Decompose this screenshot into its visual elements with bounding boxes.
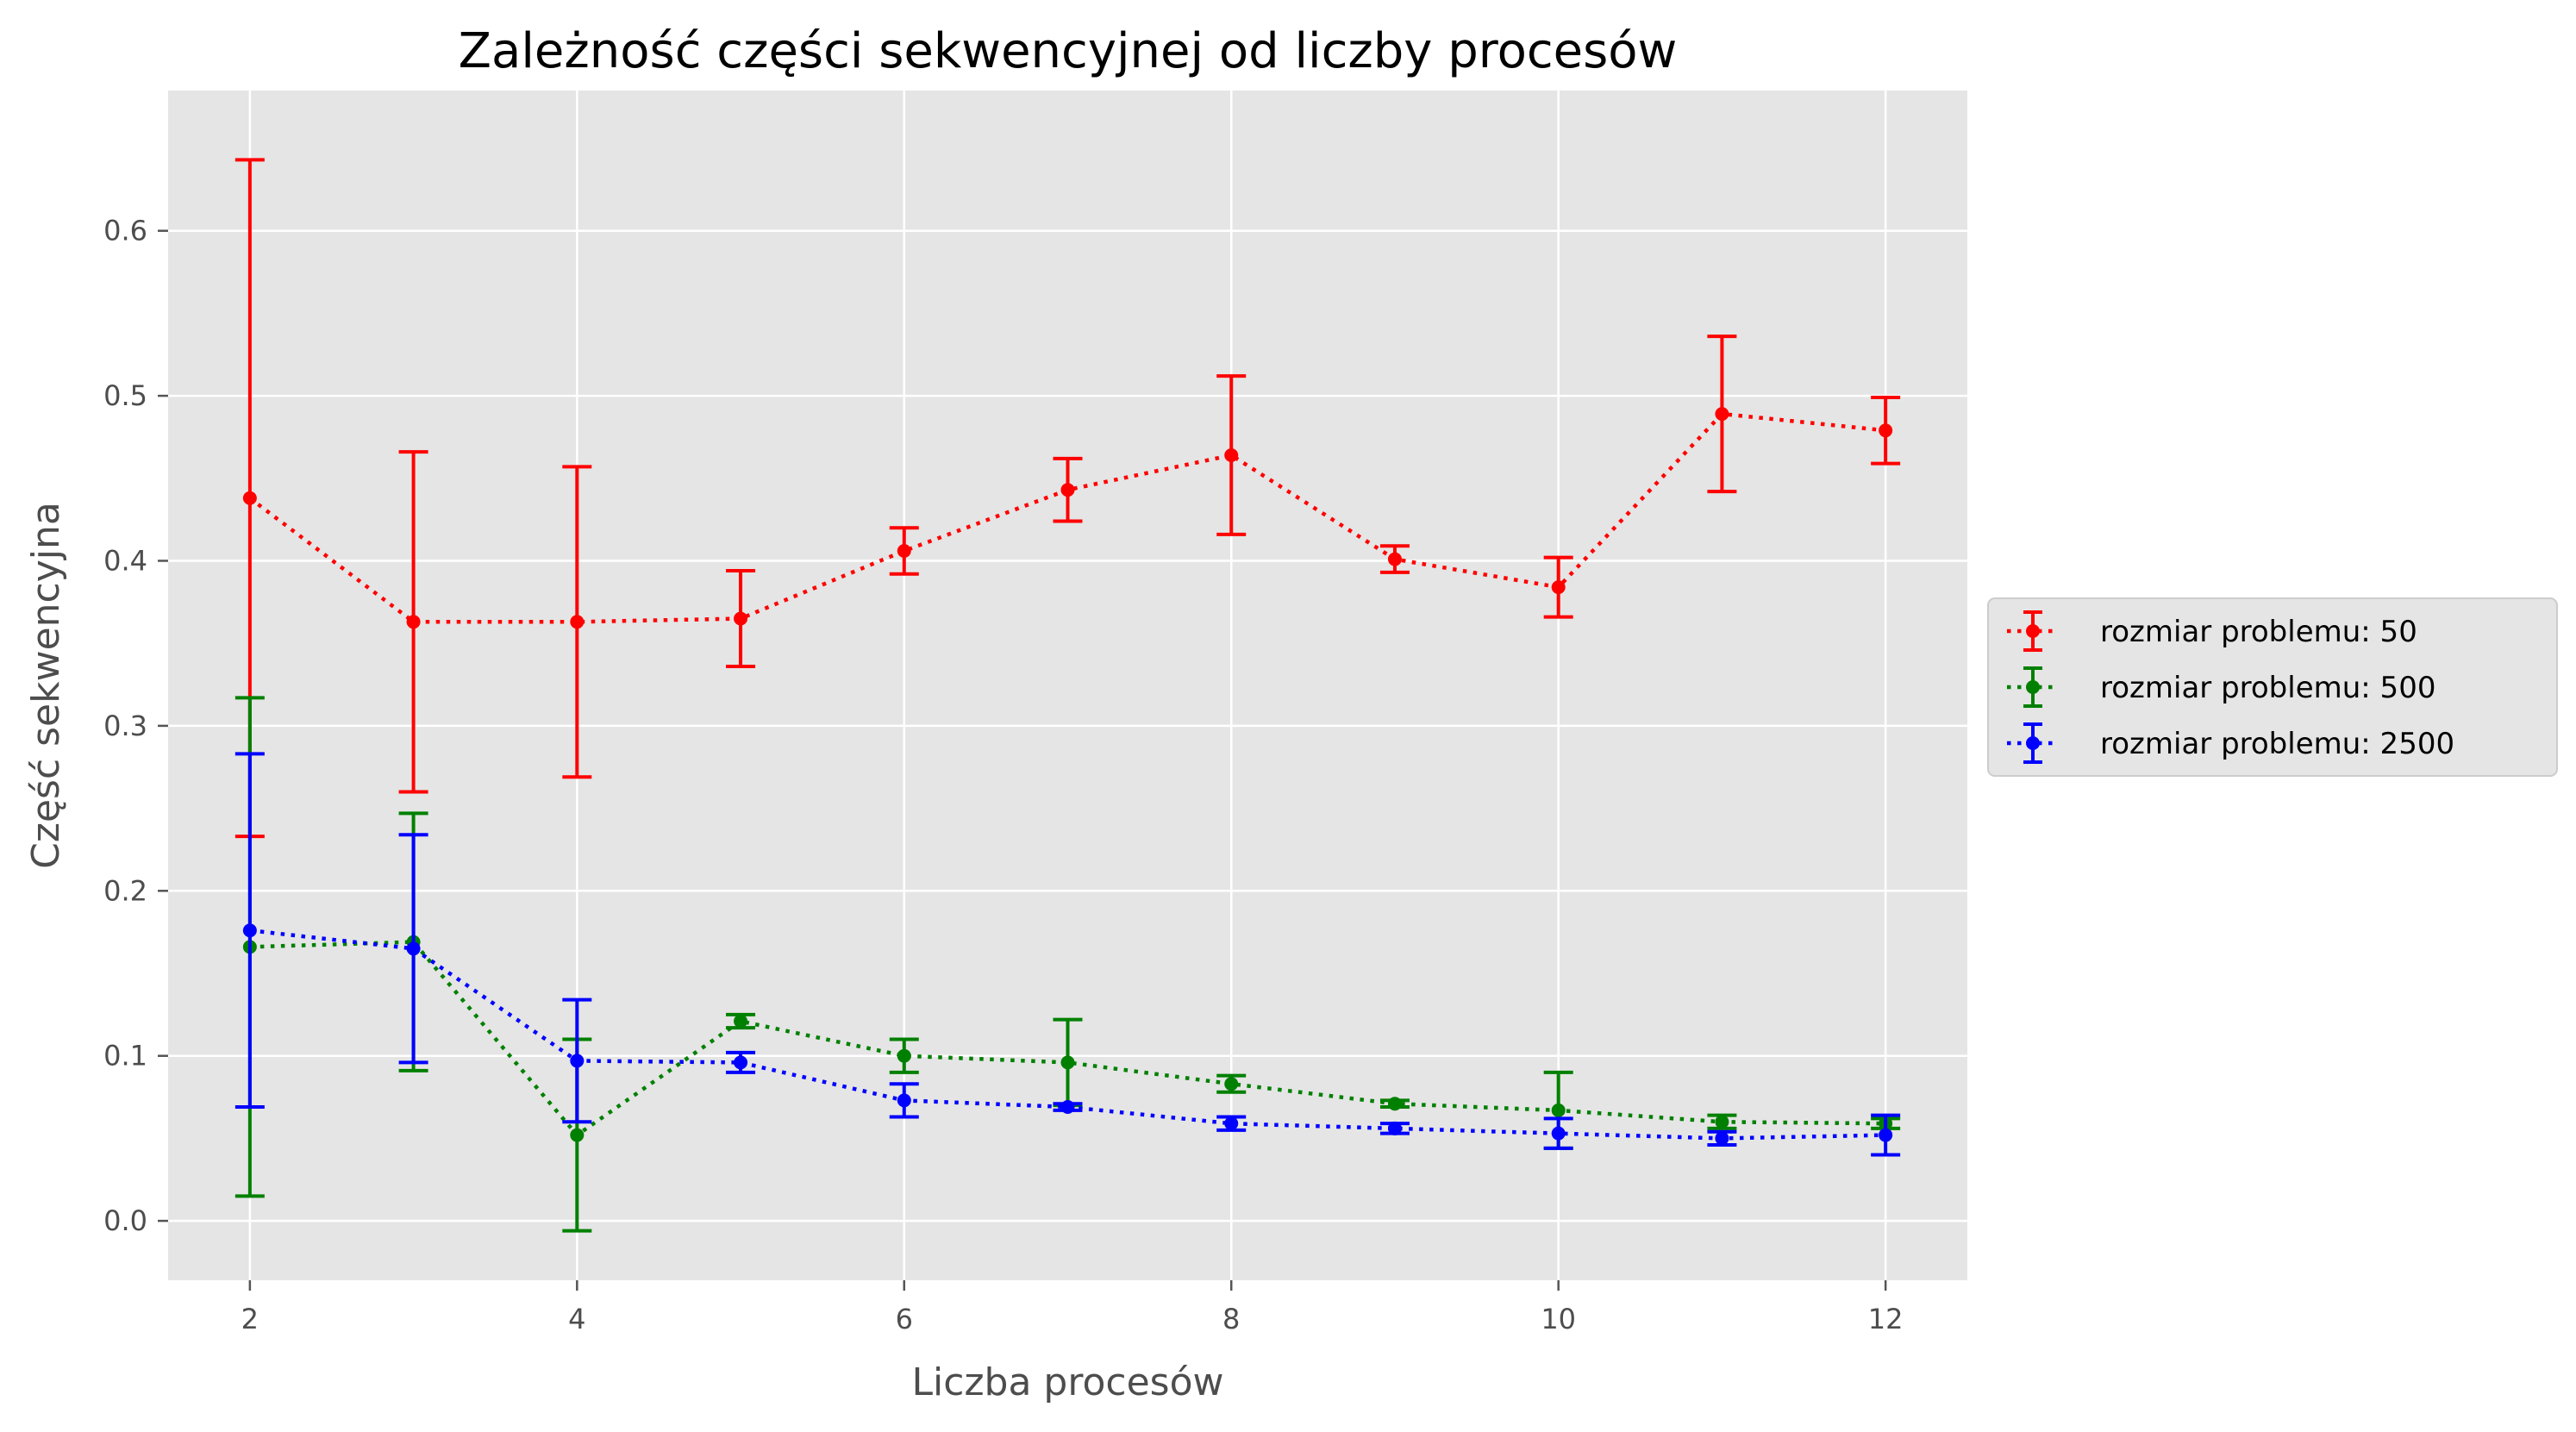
y-axis-title: Część sekwencyjna	[24, 502, 68, 869]
x-tick-label: 10	[1541, 1303, 1576, 1335]
x-axis-ticks: 2 4 6 8 10 12	[241, 1280, 1904, 1335]
data-point	[1715, 1131, 1729, 1146]
x-tick-label: 6	[896, 1303, 913, 1335]
data-point	[242, 491, 257, 505]
data-point	[1387, 1097, 1402, 1111]
y-tick-label: 0.4	[103, 544, 147, 577]
data-point	[406, 941, 421, 956]
x-tick-label: 2	[241, 1303, 259, 1335]
series	[234, 752, 1901, 1157]
legend-item: rozmiar problemu: 500	[2007, 666, 2435, 708]
y-tick-label: 0.0	[103, 1204, 147, 1237]
data-point	[1715, 1115, 1729, 1129]
legend-item: rozmiar problemu: 2500	[2007, 722, 2454, 764]
data-point	[1060, 483, 1075, 497]
legend-marker	[2026, 680, 2040, 694]
data-series	[234, 158, 1901, 1233]
data-point	[406, 615, 421, 629]
data-point	[897, 544, 911, 559]
data-point	[734, 1014, 748, 1029]
data-point	[1060, 1055, 1075, 1070]
legend-label: rozmiar problemu: 50	[2100, 615, 2417, 649]
data-point	[734, 1055, 748, 1070]
data-point	[1551, 1126, 1566, 1141]
y-tick-label: 0.1	[103, 1040, 147, 1072]
y-tick-label: 0.6	[103, 215, 147, 247]
data-point	[1551, 580, 1566, 595]
y-tick-label: 0.3	[103, 710, 147, 742]
data-point	[1715, 407, 1729, 422]
data-point	[570, 1128, 585, 1142]
x-tick-label: 12	[1868, 1303, 1904, 1335]
data-point	[1387, 1121, 1402, 1135]
chart-title: Zależność części sekwencyjnej od liczby …	[459, 23, 1678, 79]
data-point	[1224, 447, 1239, 462]
y-tick-label: 0.2	[103, 874, 147, 907]
legend-marker	[2026, 624, 2040, 638]
data-point	[897, 1048, 911, 1063]
x-tick-label: 4	[568, 1303, 585, 1335]
data-point	[242, 923, 257, 938]
data-point	[1224, 1077, 1239, 1091]
data-point	[1060, 1100, 1075, 1115]
x-axis-title: Liczba procesów	[912, 1360, 1224, 1404]
data-point	[897, 1093, 911, 1108]
data-point	[1224, 1116, 1239, 1131]
x-tick-label: 8	[1222, 1303, 1240, 1335]
data-point	[1387, 552, 1402, 566]
legend-label: rozmiar problemu: 500	[2100, 671, 2435, 705]
series-line	[248, 411, 1886, 624]
series-line	[249, 940, 1886, 1138]
y-tick-label: 0.5	[103, 379, 147, 412]
data-point	[570, 615, 585, 629]
data-point	[1879, 423, 1893, 438]
legend-box	[1987, 597, 2558, 777]
data-point	[1551, 1103, 1566, 1117]
data-point	[734, 611, 748, 626]
legend-item: rozmiar problemu: 50	[2007, 610, 2417, 652]
data-point	[570, 1054, 585, 1068]
data-point	[1879, 1128, 1893, 1142]
legend-label: rozmiar problemu: 2500	[2100, 727, 2454, 761]
legend: rozmiar problemu: 50 rozmiar problemu: 50…	[1987, 597, 2558, 777]
y-axis-ticks: 0.0 0.1 0.2 0.3 0.4 0.5 0.6	[103, 215, 168, 1237]
legend-marker	[2026, 736, 2040, 750]
